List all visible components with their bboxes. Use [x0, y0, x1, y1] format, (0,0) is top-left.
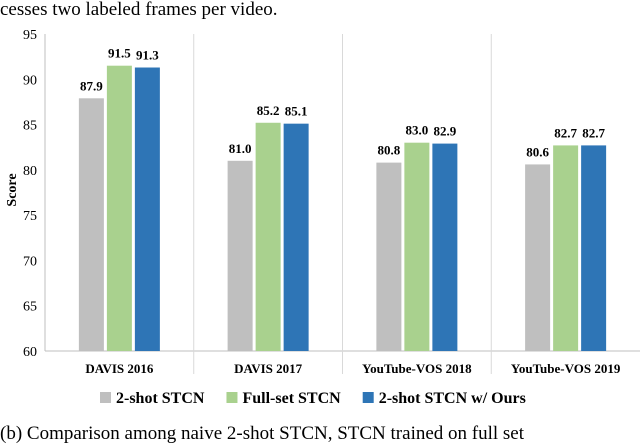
- data-label: 80.6: [526, 144, 549, 159]
- data-label: 91.3: [136, 48, 159, 63]
- bar: [255, 122, 281, 351]
- bar: [581, 145, 607, 351]
- data-label: 82.9: [434, 124, 457, 139]
- y-tick-label: 80: [23, 164, 37, 179]
- bar: [283, 123, 309, 351]
- data-label: 82.7: [582, 125, 605, 140]
- x-category-label: DAVIS 2016: [85, 361, 154, 376]
- y-tick-label: 60: [23, 345, 37, 360]
- legend-swatch: [362, 392, 374, 403]
- bar: [78, 98, 104, 351]
- bar: [553, 145, 579, 351]
- category-separators: [193, 34, 492, 374]
- y-tick-label: 95: [23, 28, 37, 43]
- bar: [525, 164, 551, 351]
- data-label: 80.8: [378, 143, 401, 158]
- data-label: 87.9: [80, 78, 103, 93]
- data-label: 81.0: [229, 141, 252, 156]
- data-label: 85.2: [257, 103, 280, 118]
- x-category-label: YouTube-VOS 2019: [511, 361, 621, 376]
- y-tick-labels: 60 65 70 75 80 85 90 95: [23, 28, 37, 360]
- y-tick-label: 85: [23, 119, 37, 134]
- bar: [376, 162, 402, 351]
- x-category-labels: DAVIS 2016 DAVIS 2017 YouTube-VOS 2018 YouT…: [85, 361, 620, 376]
- y-tick-label: 90: [23, 73, 37, 88]
- data-labels: 87.9 91.5 91.3 81.0 85.2 85.1 80.8 83.0 82.9 80.6…: [80, 46, 606, 160]
- chart-legend: 2-shot STCN Full-set STCN 2-shot STCN w/ O…: [100, 390, 526, 407]
- data-label: 83.0: [406, 123, 429, 138]
- data-label: 91.5: [108, 46, 131, 61]
- caption-top: cesses two labeled frames per video.: [0, 0, 278, 20]
- y-tick-label: 65: [23, 300, 37, 315]
- y-tick-label: 70: [23, 254, 37, 269]
- legend-label: Full-set STCN: [242, 390, 341, 407]
- legend-swatch: [226, 392, 238, 403]
- bar: [404, 142, 430, 351]
- bar: [106, 65, 132, 351]
- legend-label: 2-shot STCN w/ Ours: [379, 390, 526, 407]
- y-tick-label: 75: [23, 209, 37, 224]
- legend-swatch: [100, 392, 111, 403]
- bar-chart: 87.9 91.5 91.3 81.0 85.2 85.1 80.8 83.0 82.9 80.6…: [5, 28, 640, 407]
- data-label: 85.1: [285, 104, 308, 119]
- bar: [134, 67, 160, 352]
- x-category-label: DAVIS 2017: [234, 361, 303, 376]
- legend-label: 2-shot STCN: [116, 390, 205, 407]
- caption-bottom: (b) Comparison among naive 2-shot STCN, …: [0, 423, 525, 444]
- chart-bars: [78, 65, 607, 352]
- y-axis-label: Score: [5, 173, 20, 206]
- data-label: 82.7: [554, 125, 577, 140]
- bar: [432, 143, 458, 351]
- x-category-label: YouTube-VOS 2018: [362, 361, 472, 376]
- bar: [227, 160, 253, 351]
